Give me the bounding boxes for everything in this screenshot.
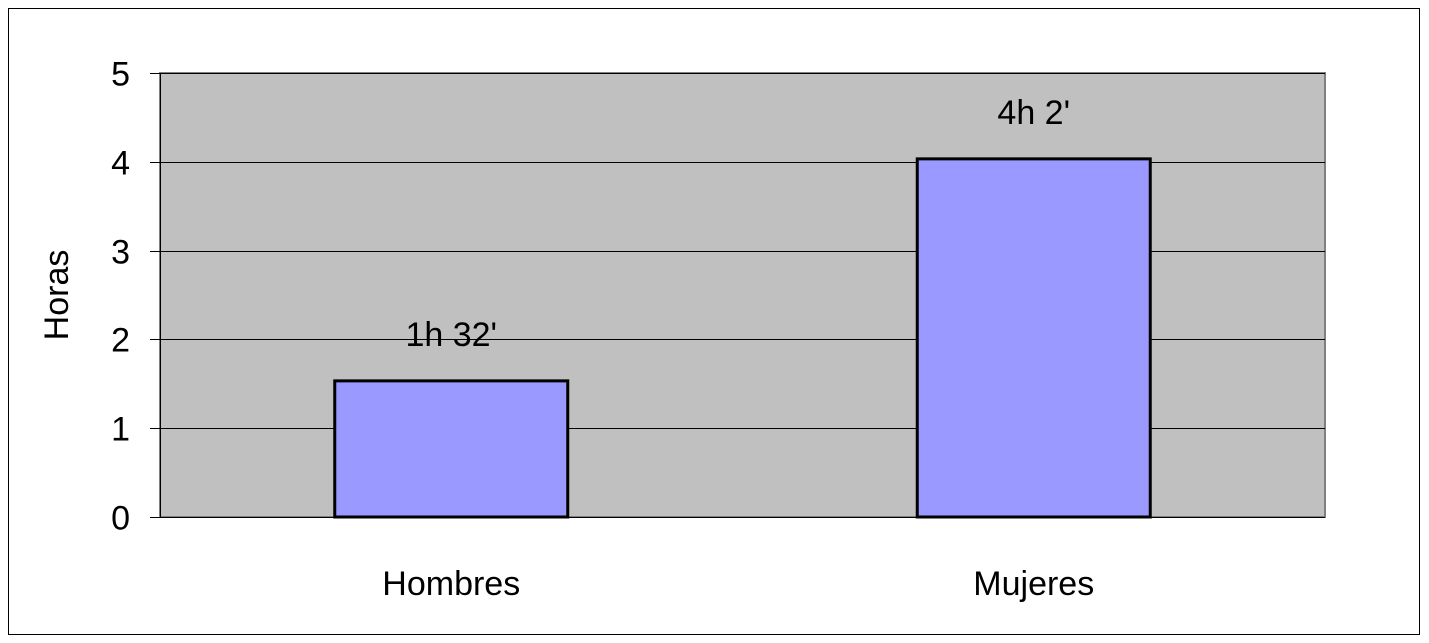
y-tick-label: 1 — [111, 411, 130, 449]
y-tick-label: 4 — [111, 145, 130, 183]
y-tick-label: 0 — [111, 500, 130, 538]
bar-data-label: 4h 2' — [997, 94, 1070, 132]
y-tick-label: 3 — [111, 234, 130, 272]
y-tick-label: 2 — [111, 322, 130, 360]
bar-hombres — [335, 381, 568, 517]
x-category-label: Mujeres — [973, 565, 1094, 603]
y-tick-label: 5 — [111, 56, 130, 94]
bar-mujeres — [917, 159, 1150, 517]
x-category-label: Hombres — [382, 565, 520, 603]
y-axis-title: Horas — [38, 250, 76, 341]
bar-data-label: 1h 32' — [405, 316, 497, 354]
